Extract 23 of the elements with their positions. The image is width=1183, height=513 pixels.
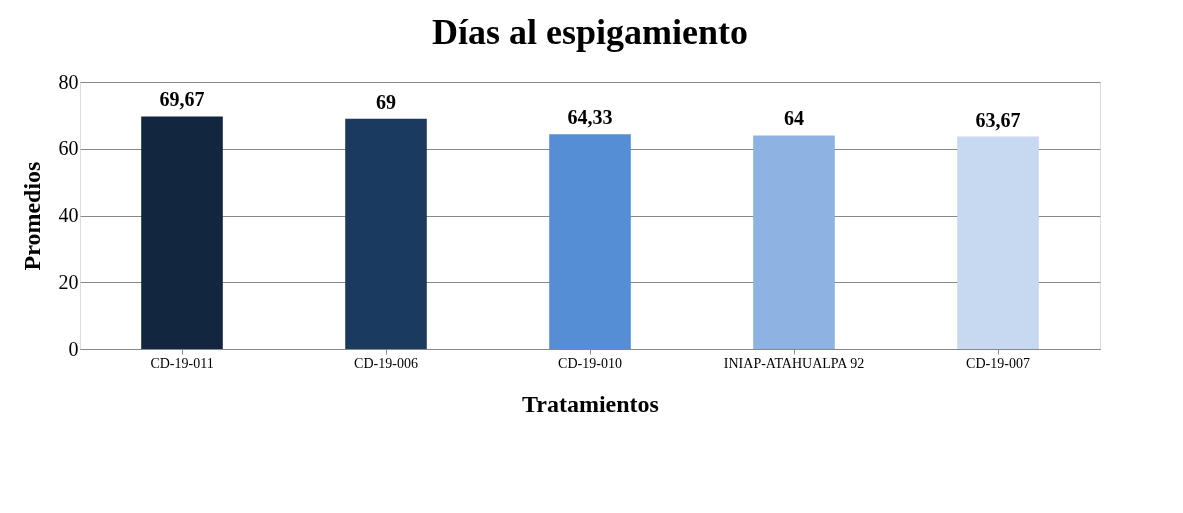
- bar: [753, 135, 835, 349]
- y-tick-label: 60: [58, 137, 79, 160]
- x-tick-label: CD-19-010: [558, 355, 622, 371]
- x-tick-label: CD-19-006: [354, 355, 418, 371]
- data-label: 64,33: [567, 106, 613, 129]
- x-tick-label: CD-19-007: [966, 355, 1030, 371]
- y-tick-label: 20: [58, 270, 79, 293]
- data-label: 69,67: [159, 88, 205, 111]
- bar: [345, 118, 427, 349]
- y-tick-label: 40: [58, 204, 79, 226]
- data-label: 64: [784, 107, 804, 130]
- x-axis-title: Tratamientos: [522, 390, 659, 417]
- x-tick-label: INIAP-ATAHUALPA 92: [723, 355, 865, 371]
- bar: [957, 136, 1039, 349]
- data-label: 63,67: [975, 108, 1021, 131]
- chart-title: Días al espigamiento: [431, 12, 749, 52]
- x-tick-label: CD-19-011: [150, 355, 214, 371]
- y-tick-label: 0: [68, 337, 79, 360]
- data-label: 69: [376, 90, 396, 113]
- y-axis-title: Promedios: [18, 161, 45, 271]
- bar: [549, 134, 631, 349]
- y-tick-label: 80: [58, 70, 79, 93]
- bar: [141, 116, 223, 349]
